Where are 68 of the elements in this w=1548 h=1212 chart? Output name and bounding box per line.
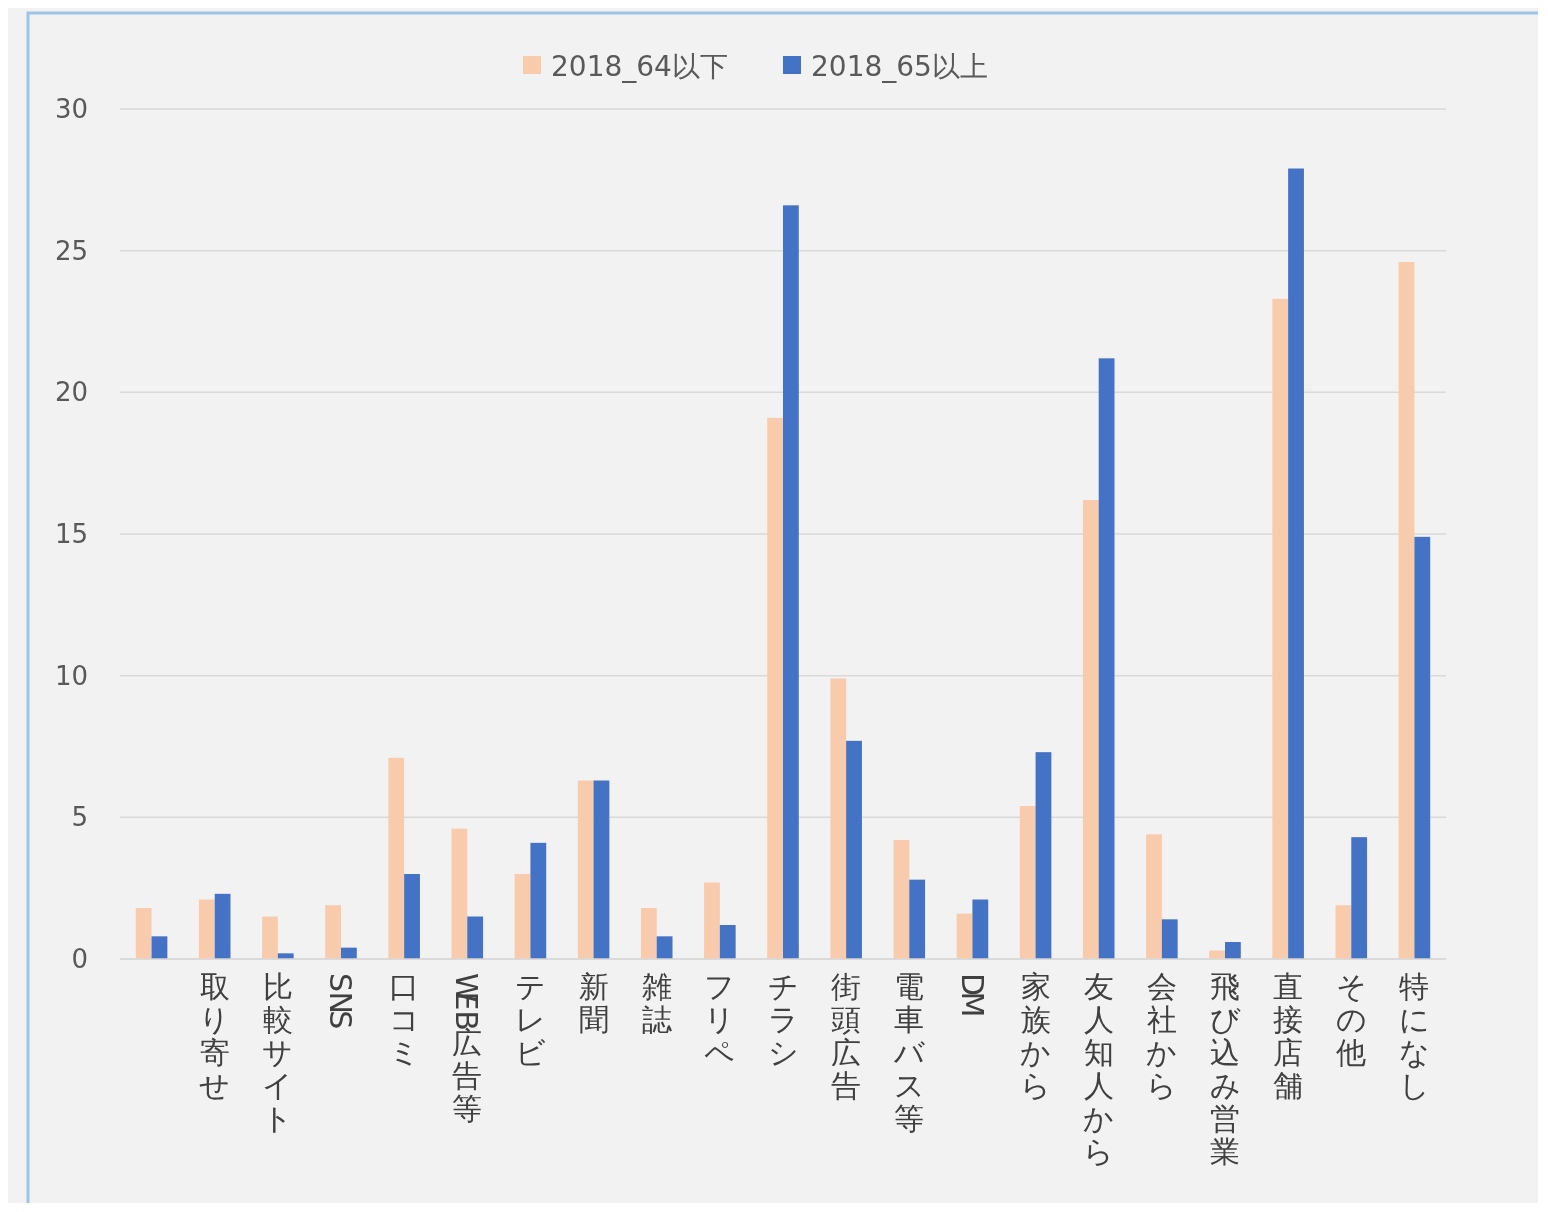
x-tick-label: 特になし (1398, 969, 1430, 1104)
bar (830, 678, 847, 959)
x-tick-label: 家族から (1020, 969, 1052, 1104)
bar (956, 913, 973, 959)
bar (593, 780, 610, 959)
bar (767, 417, 783, 959)
y-tick-label: 15 (54, 519, 88, 550)
bar (325, 905, 341, 959)
y-tick-label: 25 (54, 235, 88, 266)
bar (719, 925, 736, 959)
x-tick-label: 会社から (1146, 969, 1178, 1104)
bar (893, 840, 910, 959)
bar (640, 908, 657, 959)
bar (656, 936, 673, 959)
bar (704, 882, 720, 959)
y-tick-label: 5 (71, 802, 88, 833)
y-tick-label: 0 (71, 944, 88, 975)
bar (909, 879, 926, 959)
bar (1398, 262, 1415, 959)
bar (151, 936, 168, 959)
bar (1082, 500, 1099, 959)
bar (1035, 752, 1052, 959)
bar (388, 757, 405, 959)
bar (1098, 358, 1115, 959)
bar (1161, 919, 1178, 959)
bar (1335, 905, 1352, 959)
bar (451, 828, 468, 959)
x-tick-label: 街頭広告 (831, 969, 862, 1104)
x-tick-label: 比較サイト (262, 969, 294, 1137)
bar (514, 874, 531, 959)
bar (214, 893, 231, 959)
bar (530, 842, 547, 959)
x-tick-label: SNS (323, 973, 359, 1030)
bar (198, 899, 215, 959)
bar (577, 780, 594, 959)
x-tick-label: 友人知人から (1083, 969, 1115, 1170)
x-tick-label: 飛び込み営業 (1209, 969, 1241, 1170)
bar (846, 740, 862, 959)
x-tick-label: 取り寄せ (199, 969, 231, 1104)
x-tick-label: 電車バス等 (892, 969, 925, 1137)
bar (1019, 806, 1036, 959)
bar (972, 899, 989, 959)
bar (467, 916, 484, 959)
x-tick-label: その他 (1335, 969, 1367, 1071)
y-tick-label: 30 (54, 94, 88, 125)
x-tick-label: フリペ (704, 969, 736, 1071)
y-tick-label: 20 (54, 377, 88, 408)
bar (1351, 837, 1368, 959)
x-tick-label: チラシ (767, 969, 799, 1071)
x-tick-label: テレビ (514, 969, 546, 1071)
legend-label: 2018_64以下 (551, 49, 728, 83)
bar (783, 205, 799, 959)
y-tick-label: 10 (54, 660, 88, 691)
bar (262, 916, 278, 959)
x-tick-label: 雑誌 (641, 969, 672, 1038)
legend-label: 2018_65以上 (811, 49, 988, 83)
x-tick-label: 口コミ (388, 969, 420, 1071)
bar (277, 953, 294, 959)
bar (1288, 168, 1304, 959)
bar (1225, 942, 1241, 959)
bar (1414, 536, 1431, 959)
bar (1146, 834, 1162, 959)
bar (1272, 298, 1289, 959)
x-tick-label: 直接店舗 (1273, 969, 1304, 1104)
bar (404, 874, 420, 959)
bar (135, 908, 152, 959)
x-tick-label: DM (954, 973, 990, 1018)
x-tick-label: 新聞 (578, 969, 609, 1038)
